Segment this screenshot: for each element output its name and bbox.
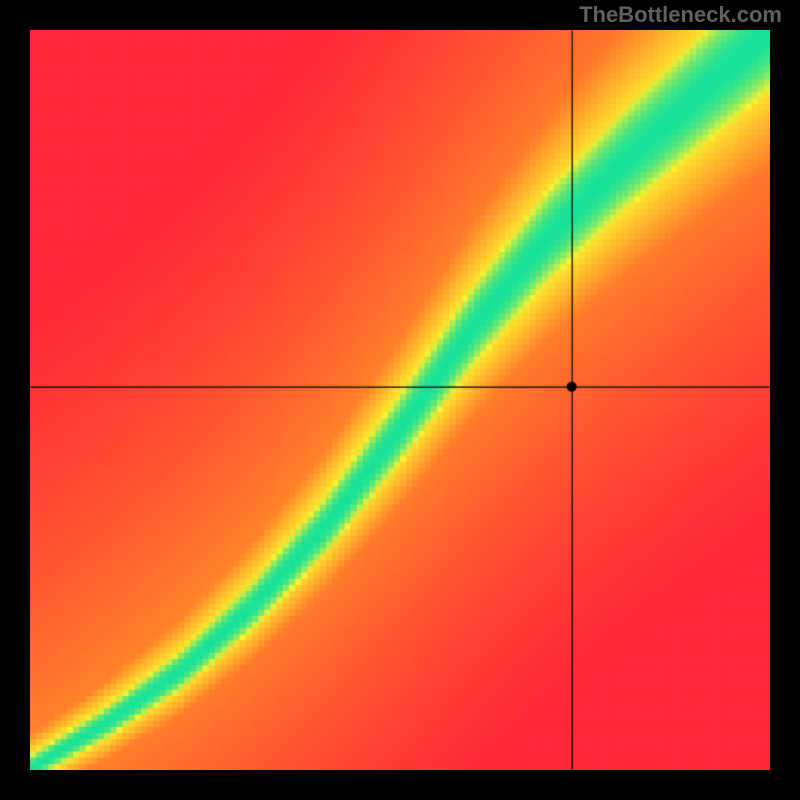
watermark-text: TheBottleneck.com [579,2,782,28]
heatmap-canvas [30,30,770,770]
heatmap-plot [30,30,770,770]
chart-container: TheBottleneck.com [0,0,800,800]
